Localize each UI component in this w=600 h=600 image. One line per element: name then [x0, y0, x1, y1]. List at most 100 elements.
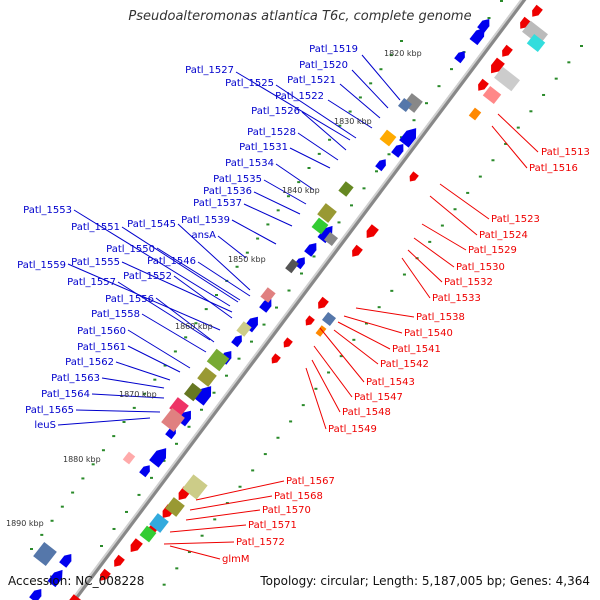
plus-leader-line [117, 281, 211, 341]
minus-leader-line [413, 237, 455, 268]
plus-gene-label: Patl_1528 [247, 127, 296, 138]
kbp-tick-label: 1820 kbp [384, 49, 422, 58]
map-title: Pseudoalteromonas atlantica T6c, complet… [128, 9, 472, 24]
minus-leader-line [305, 367, 327, 430]
plus-leader-line [235, 71, 351, 141]
tick-dot-inner [352, 338, 356, 341]
minus-leader-line [311, 359, 341, 413]
annotation-box [315, 325, 327, 337]
tick-dot-inner [567, 61, 571, 64]
plus-gene-arrow [59, 553, 72, 568]
plus-leader-line [177, 223, 251, 291]
minus-gene-arrow [491, 57, 505, 74]
tick-dot-inner [554, 77, 558, 80]
plus-leader-line [101, 377, 165, 389]
plus-gene-label: Patl_1546 [147, 256, 196, 267]
kbp-tick-label: 1860 kbp [175, 322, 213, 331]
plus-gene-label: Patl_1535 [213, 174, 262, 185]
minus-leader-line [337, 321, 391, 350]
annotation-box [165, 497, 185, 517]
plus-gene-label: Patl_1545 [127, 219, 176, 230]
minus-leader-line [313, 345, 353, 398]
tick-dot-outer [194, 322, 198, 325]
kbp-tick-label: 1830 kbp [334, 117, 372, 126]
plus-leader-line [121, 261, 233, 313]
annotation-box [468, 107, 482, 121]
tick-dot-outer [60, 505, 64, 508]
backbone-layer [30, 0, 583, 600]
minus-leader-line [407, 249, 443, 283]
plus-leader-line [73, 209, 231, 307]
plus-gene-arrow [454, 51, 465, 64]
annotation-box [236, 321, 252, 337]
minus-gene-label: Patl_1548 [342, 407, 391, 418]
annotation-box [149, 513, 169, 533]
annotation-box [122, 451, 136, 465]
plus-gene-label: Patl_1519 [309, 44, 358, 55]
plus-leader-line [231, 219, 277, 245]
tick-dot-outer [153, 378, 157, 381]
tick-dot-mid [162, 459, 166, 462]
tick-dot-outer [307, 167, 311, 169]
minus-gene-label: Patl_1513 [541, 147, 590, 158]
tick-dot-outer [204, 308, 208, 311]
plus-leader-line [173, 275, 233, 319]
tick-dot-inner [504, 142, 508, 145]
summary-text: Topology: circular; Length: 5,187,005 bp… [260, 574, 590, 588]
kbp-tick-label: 1870 kbp [119, 390, 157, 399]
tick-dot-outer [30, 548, 33, 550]
annotation-box [338, 181, 354, 197]
tick-dot-mid [237, 357, 241, 360]
annotation-box [182, 474, 208, 500]
plus-leader-line [67, 263, 221, 331]
plus-leader-line [275, 84, 357, 139]
plus-leader-line [115, 361, 171, 381]
tick-dot-inner [162, 583, 166, 586]
tick-dot-outer [184, 336, 188, 339]
annotation-box [323, 231, 339, 247]
minus-gene-label: Patl_1538 [416, 312, 465, 323]
minus-gene-arrow [68, 594, 81, 600]
tick-dot-outer [317, 152, 321, 155]
plus-gene-label: Patl_1521 [287, 75, 336, 86]
minus-leader-line [401, 257, 431, 299]
tick-dot-mid [375, 170, 378, 173]
annotation-box [206, 348, 230, 372]
plus-gene-label: Patl_1527 [185, 65, 234, 76]
plus-gene-label: Patl_1562 [65, 357, 114, 368]
plus-gene-label: Patl_1558 [91, 309, 140, 320]
annotation-box [139, 525, 157, 543]
tick-dot-outer [71, 491, 75, 494]
tick-dot-outer [81, 477, 85, 480]
tick-dot-mid [487, 17, 491, 20]
backbone-shadow [70, 0, 527, 600]
minus-gene-label: Patl_1549 [328, 424, 377, 435]
minus-gene-label: Patl_1532 [444, 277, 493, 288]
minus-gene-label: Patl_1542 [380, 359, 429, 370]
tick-dot-inner [213, 518, 217, 521]
plus-gene-label: Patl_1559 [17, 260, 66, 271]
tick-dot-outer [266, 223, 270, 226]
annotation-box [161, 407, 185, 433]
minus-leader-line [185, 509, 261, 521]
plus-gene-arrow [139, 465, 150, 478]
minus-leader-line [189, 495, 273, 511]
tick-dot-mid [137, 493, 141, 496]
tick-dot-inner [491, 159, 495, 162]
tick-dot-inner [428, 240, 432, 243]
tick-dot-mid [287, 289, 291, 292]
plus-gene-arrow [375, 159, 386, 172]
plus-leader-line [75, 409, 161, 413]
plus-gene-label: Patl_1531 [239, 142, 288, 153]
plus-gene-label: Patl_1522 [275, 91, 324, 102]
tick-dot-mid [175, 442, 178, 445]
tick-dot-mid [425, 102, 428, 105]
plus-leader-line [275, 163, 315, 191]
tick-dot-inner [238, 485, 242, 488]
plus-gene-label: Patl_1561 [77, 342, 126, 353]
annotation-box [522, 20, 548, 46]
annotation-box [183, 382, 203, 402]
plus-gene-arrow [317, 225, 333, 244]
minus-gene-arrow [271, 353, 281, 364]
minus-leader-line [429, 195, 478, 236]
